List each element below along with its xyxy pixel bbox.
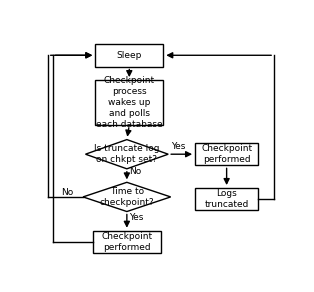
Text: Sleep: Sleep [116,51,142,60]
Text: Checkpoint
performed: Checkpoint performed [201,144,252,164]
Polygon shape [85,140,168,169]
Text: Checkpoint
process
wakes up
and polls
each database: Checkpoint process wakes up and polls ea… [96,76,163,129]
Text: Yes: Yes [129,213,144,222]
Bar [195,143,258,166]
Text: Logs
truncated: Logs truncated [204,189,249,209]
Bar [95,44,163,67]
Bar [93,231,161,253]
Bar [195,188,258,211]
Polygon shape [83,182,171,211]
Text: No: No [61,188,73,197]
Text: Time to
checkpoint?: Time to checkpoint? [100,187,154,207]
Text: No: No [129,167,142,176]
Text: Is truncate log
on chkpt set?: Is truncate log on chkpt set? [94,144,160,164]
Text: Yes: Yes [171,142,185,151]
Text: Checkpoint
performed: Checkpoint performed [101,232,152,252]
Bar [95,80,163,125]
